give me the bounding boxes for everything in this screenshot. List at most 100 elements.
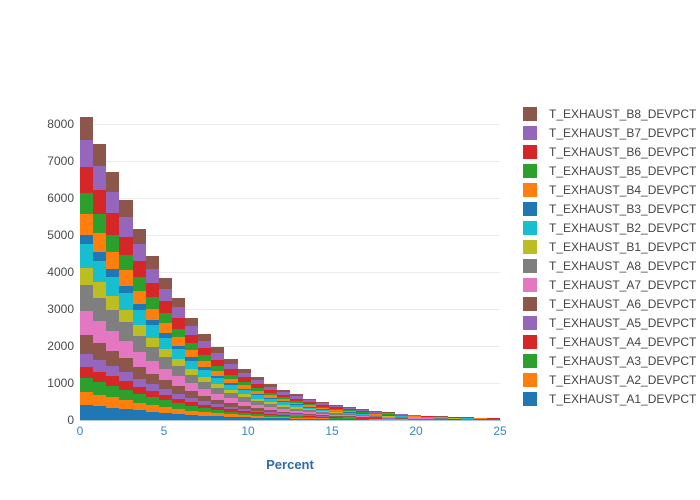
bar-segment-T_EXHAUST_A5_DEVPCT — [382, 418, 395, 419]
bar-segment-T_EXHAUST_B3_DEVPCT — [316, 409, 329, 410]
bar-segment-T_EXHAUST_B6_DEVPCT — [448, 417, 461, 418]
bar-segment-T_EXHAUST_B1_DEVPCT — [119, 310, 133, 322]
legend-item-T_EXHAUST_B2_DEVPCT[interactable]: T_EXHAUST_B2_DEVPCT — [523, 218, 696, 237]
bar-segment-T_EXHAUST_A7_DEVPCT — [290, 411, 303, 413]
bar-segment-T_EXHAUST_A6_DEVPCT — [133, 367, 146, 379]
bar-segment-T_EXHAUST_B5_DEVPCT — [238, 382, 251, 385]
bar-segment-T_EXHAUST_A2_DEVPCT — [159, 407, 172, 413]
bar-segment-T_EXHAUST_A8_DEVPCT — [264, 404, 277, 407]
bar-segment-T_EXHAUST_B8_DEVPCT — [185, 318, 198, 326]
y-tick-label-5000: 5000 — [47, 228, 74, 242]
bar-segment-T_EXHAUST_A3_DEVPCT — [159, 400, 172, 407]
bar-segment-T_EXHAUST_B1_DEVPCT — [290, 407, 303, 409]
bar-segment-T_EXHAUST_A3_DEVPCT — [251, 414, 264, 416]
bar-segment-T_EXHAUST_A1_DEVPCT — [146, 412, 159, 420]
bar-segment-T_EXHAUST_A3_DEVPCT — [329, 418, 343, 419]
bar-segment-T_EXHAUST_A3_DEVPCT — [224, 412, 238, 414]
legend-swatch-icon — [523, 391, 537, 406]
bar-segment-T_EXHAUST_B1_DEVPCT — [146, 338, 159, 347]
legend-swatch-icon — [523, 315, 537, 330]
bar-segment-T_EXHAUST_A3_DEVPCT — [290, 416, 303, 418]
bar-segment-T_EXHAUST_A1_DEVPCT — [343, 419, 356, 420]
legend-label: T_EXHAUST_A5_DEVPCT — [549, 315, 697, 330]
bar-segment-T_EXHAUST_B2_DEVPCT — [185, 361, 198, 369]
bar-segment-T_EXHAUST_B8_DEVPCT — [224, 359, 238, 364]
legend-swatch-icon — [523, 182, 537, 197]
bar-segment-T_EXHAUST_B4_DEVPCT — [106, 252, 119, 269]
legend-item-T_EXHAUST_B5_DEVPCT[interactable]: T_EXHAUST_B5_DEVPCT — [523, 161, 696, 180]
bar-segment-T_EXHAUST_B1_DEVPCT — [106, 296, 119, 310]
legend-item-T_EXHAUST_B6_DEVPCT[interactable]: T_EXHAUST_B6_DEVPCT — [523, 142, 696, 161]
bar-segment-T_EXHAUST_B8_DEVPCT — [106, 172, 119, 192]
bar-segment-T_EXHAUST_B8_DEVPCT — [343, 407, 356, 408]
legend-label: T_EXHAUST_A2_DEVPCT — [549, 372, 697, 387]
bar-segment-T_EXHAUST_B1_DEVPCT — [408, 417, 421, 418]
bar-segment-T_EXHAUST_A7_DEVPCT — [277, 409, 290, 412]
plot-area — [80, 95, 500, 420]
bar-segment-T_EXHAUST_A6_DEVPCT — [395, 418, 408, 419]
legend-label: T_EXHAUST_B5_DEVPCT — [549, 163, 697, 178]
bar-segment-T_EXHAUST_A6_DEVPCT — [303, 414, 316, 415]
bar-segment-T_EXHAUST_A4_DEVPCT — [303, 416, 316, 417]
bar-segment-T_EXHAUST_B5_DEVPCT — [159, 313, 172, 323]
bar-segment-T_EXHAUST_A8_DEVPCT — [224, 393, 238, 398]
bar-segment-T_EXHAUST_A4_DEVPCT — [329, 417, 343, 418]
bar-segment-T_EXHAUST_B7_DEVPCT — [119, 217, 133, 237]
bar-segment-T_EXHAUST_A5_DEVPCT — [133, 379, 146, 387]
legend-item-T_EXHAUST_B4_DEVPCT[interactable]: T_EXHAUST_B4_DEVPCT — [523, 180, 696, 199]
bar-segment-T_EXHAUST_B8_DEVPCT — [146, 256, 159, 269]
bar-segment-T_EXHAUST_B7_DEVPCT — [356, 410, 369, 411]
bar-segment-T_EXHAUST_A1_DEVPCT — [119, 409, 133, 420]
bar-segment-T_EXHAUST_B7_DEVPCT — [264, 387, 277, 390]
bar-segment-T_EXHAUST_A3_DEVPCT — [343, 418, 356, 419]
bar-segment-T_EXHAUST_A2_DEVPCT — [146, 405, 159, 412]
bar-segment-T_EXHAUST_A2_DEVPCT — [382, 419, 395, 420]
legend-item-T_EXHAUST_B1_DEVPCT[interactable]: T_EXHAUST_B1_DEVPCT — [523, 237, 696, 256]
bar-segment-T_EXHAUST_B7_DEVPCT — [316, 403, 329, 405]
legend-item-T_EXHAUST_A6_DEVPCT[interactable]: T_EXHAUST_A6_DEVPCT — [523, 294, 696, 313]
y-tick-label-8000: 8000 — [47, 117, 74, 131]
bar-segment-T_EXHAUST_A3_DEVPCT — [434, 419, 448, 420]
bar-segment-T_EXHAUST_A4_DEVPCT — [185, 402, 198, 406]
bar-segment-T_EXHAUST_A4_DEVPCT — [172, 399, 185, 403]
bar-segment-T_EXHAUST_A3_DEVPCT — [211, 410, 224, 413]
x-tick-label-10: 10 — [241, 424, 255, 438]
legend-item-T_EXHAUST_A4_DEVPCT[interactable]: T_EXHAUST_A4_DEVPCT — [523, 332, 696, 351]
bar-segment-T_EXHAUST_B7_DEVPCT — [303, 400, 316, 402]
bar-segment-T_EXHAUST_B5_DEVPCT — [264, 393, 277, 395]
bar-segment-T_EXHAUST_A3_DEVPCT — [80, 378, 93, 392]
bar-segment-T_EXHAUST_A1_DEVPCT — [133, 410, 146, 420]
bar-segment-T_EXHAUST_A1_DEVPCT — [80, 405, 93, 420]
bar-segment-T_EXHAUST_B1_DEVPCT — [185, 369, 198, 375]
bar-segment-T_EXHAUST_A8_DEVPCT — [277, 407, 290, 409]
bar-segment-T_EXHAUST_B4_DEVPCT — [172, 337, 185, 346]
legend-item-T_EXHAUST_A1_DEVPCT[interactable]: T_EXHAUST_A1_DEVPCT — [523, 389, 696, 408]
legend-item-T_EXHAUST_A5_DEVPCT[interactable]: T_EXHAUST_A5_DEVPCT — [523, 313, 696, 332]
legend-item-T_EXHAUST_A3_DEVPCT[interactable]: T_EXHAUST_A3_DEVPCT — [523, 351, 696, 370]
legend-item-T_EXHAUST_A8_DEVPCT[interactable]: T_EXHAUST_A8_DEVPCT — [523, 256, 696, 275]
bar-segment-T_EXHAUST_A2_DEVPCT — [303, 418, 316, 419]
bar-segment-T_EXHAUST_B4_DEVPCT — [277, 399, 290, 401]
legend-item-T_EXHAUST_B8_DEVPCT[interactable]: T_EXHAUST_B8_DEVPCT — [523, 104, 696, 123]
bar-segment-T_EXHAUST_B6_DEVPCT — [146, 283, 159, 297]
legend-item-T_EXHAUST_A2_DEVPCT[interactable]: T_EXHAUST_A2_DEVPCT — [523, 370, 696, 389]
gridline-y-6000 — [80, 198, 500, 199]
bar-segment-T_EXHAUST_A6_DEVPCT — [80, 335, 93, 354]
bar-segment-T_EXHAUST_A4_DEVPCT — [93, 372, 106, 382]
legend-item-T_EXHAUST_A7_DEVPCT[interactable]: T_EXHAUST_A7_DEVPCT — [523, 275, 696, 294]
bar-segment-T_EXHAUST_B4_DEVPCT — [211, 371, 224, 376]
bar-segment-T_EXHAUST_A6_DEVPCT — [198, 396, 211, 401]
bar-segment-T_EXHAUST_B4_DEVPCT — [238, 385, 251, 389]
bar-segment-T_EXHAUST_A3_DEVPCT — [303, 417, 316, 418]
legend-label: T_EXHAUST_B1_DEVPCT — [549, 239, 697, 254]
bar-segment-T_EXHAUST_B3_DEVPCT — [277, 401, 290, 402]
bar-segment-T_EXHAUST_A8_DEVPCT — [369, 416, 382, 417]
legend-item-T_EXHAUST_B3_DEVPCT[interactable]: T_EXHAUST_B3_DEVPCT — [523, 199, 696, 218]
bar-segment-T_EXHAUST_B2_DEVPCT — [106, 277, 119, 296]
gridline-y-3000 — [80, 309, 500, 310]
bar-segment-T_EXHAUST_B2_DEVPCT — [198, 370, 211, 377]
bar-segment-T_EXHAUST_B6_DEVPCT — [303, 402, 316, 404]
bar-segment-T_EXHAUST_B7_DEVPCT — [382, 413, 395, 414]
bar-segment-T_EXHAUST_B8_DEVPCT — [251, 377, 264, 380]
legend-item-T_EXHAUST_B7_DEVPCT[interactable]: T_EXHAUST_B7_DEVPCT — [523, 123, 696, 142]
